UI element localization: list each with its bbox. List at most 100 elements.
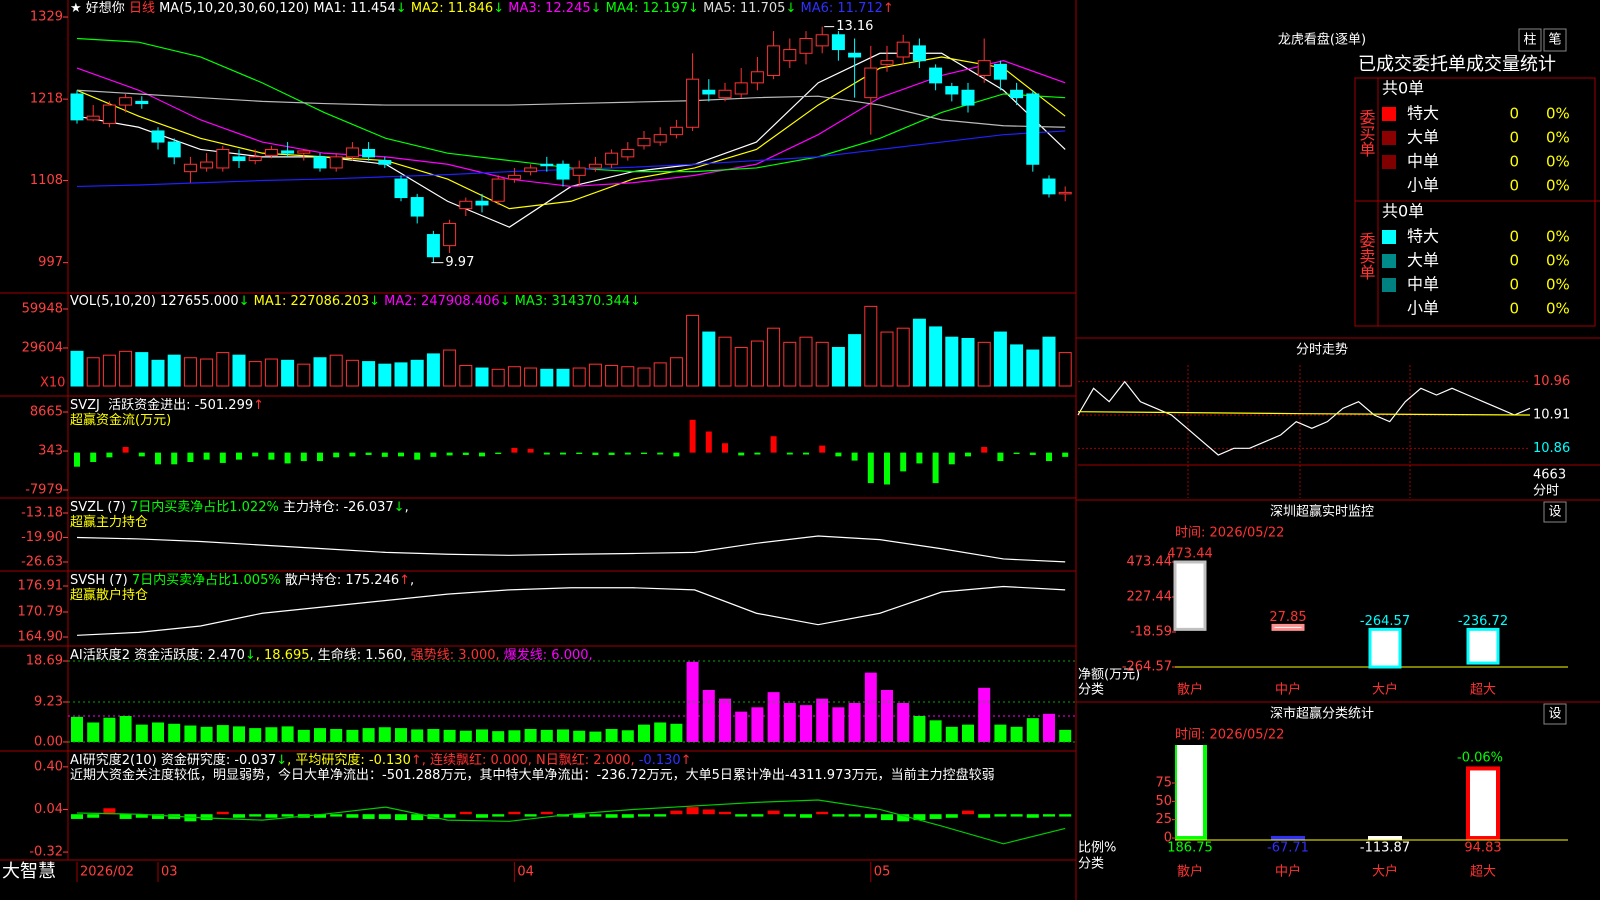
flow-bar	[171, 452, 178, 465]
volume-bar	[248, 361, 262, 387]
tick-button[interactable]: 笔	[1548, 32, 1561, 48]
candle-body	[410, 197, 424, 217]
activity-bar	[297, 729, 310, 742]
volume-bar	[86, 357, 100, 387]
flow-bar	[74, 452, 80, 467]
volume-bar	[750, 340, 764, 387]
flow-bar	[722, 443, 728, 453]
category-label: 散户	[1177, 682, 1203, 698]
flow-bar	[981, 447, 988, 453]
legend-part: ↓	[369, 294, 384, 309]
order-swatch	[1382, 107, 1396, 121]
legend-part: MA2: 247908.406	[384, 294, 499, 309]
flow-bar	[543, 452, 550, 455]
legend-part: , 18.695	[256, 648, 310, 663]
candle-body	[475, 200, 489, 206]
y-tick-label: 1218	[30, 92, 63, 107]
volume-bar	[313, 357, 327, 387]
button-frame[interactable]	[1543, 28, 1567, 52]
ma-line	[76, 56, 1066, 210]
order-total: 共0单	[1382, 79, 1424, 98]
button-frame[interactable]	[1543, 703, 1567, 725]
activity-bar	[978, 687, 991, 742]
y-tick-label: 227.44	[1127, 590, 1173, 605]
panel-legend: 超赢散户持仓	[70, 587, 148, 603]
flow-bar	[495, 452, 502, 455]
research-bar	[524, 814, 537, 817]
y-tick-label: 170.79	[18, 605, 64, 620]
candle-body	[426, 234, 440, 258]
candle-body	[929, 67, 943, 84]
date-label: 2026/02	[80, 865, 134, 880]
activity-bar	[443, 729, 456, 742]
y-tick-label: -13.18	[21, 505, 63, 520]
bar-button[interactable]: 柱	[1523, 33, 1536, 48]
candle-body	[1058, 191, 1072, 195]
button-frame[interactable]	[1543, 501, 1567, 523]
order-name: 大单	[1407, 128, 1439, 147]
volume-bar	[362, 361, 376, 387]
ma-line	[76, 130, 1066, 188]
research-bar	[330, 814, 343, 817]
y-tick-label: 8665	[30, 405, 63, 420]
legend-part: MA3: 12.245	[508, 1, 590, 16]
candle-body	[297, 150, 311, 154]
research-bar	[670, 810, 683, 815]
activity-bar	[476, 729, 488, 742]
order-name: 特大	[1407, 104, 1439, 123]
tiger-title: 龙虎看盘(逐单)	[1278, 32, 1366, 48]
flow-bar	[592, 452, 599, 455]
research-bar	[783, 814, 796, 817]
legend-part: ↓	[396, 1, 411, 16]
volume-bar	[1026, 349, 1040, 387]
legend-part: ↓	[239, 294, 254, 309]
flow-bar	[786, 452, 793, 455]
y-tick-label: -26.63	[21, 554, 63, 569]
legend-part: MA4: 12.197	[606, 1, 688, 16]
research-line	[76, 799, 1066, 845]
legend-part: 超赢资金流(万元)	[70, 412, 171, 428]
volume-bar	[378, 363, 392, 387]
candle-body	[605, 152, 619, 165]
research-bar	[411, 814, 424, 821]
research-bar	[87, 814, 100, 818]
flow-bar	[608, 452, 615, 455]
category-label: 超大	[1470, 683, 1496, 698]
activity-bar	[395, 728, 407, 742]
flow-bar	[624, 452, 631, 455]
volume-bar	[167, 354, 181, 387]
candle-body	[216, 148, 230, 169]
candle-body	[151, 130, 165, 143]
activity-bar	[783, 702, 796, 742]
settings-button[interactable]: 设	[1548, 505, 1561, 520]
candle-body	[232, 156, 246, 162]
volume-bar	[637, 367, 651, 387]
flow-bar	[948, 452, 955, 465]
stats-bars	[1175, 745, 1500, 840]
volume-bar	[864, 305, 878, 387]
legend-part: ↓	[688, 1, 703, 16]
panel-legend: 超赢资金流(万元)	[70, 412, 171, 428]
research-bar	[346, 814, 359, 818]
legend-part: ↑	[253, 398, 264, 413]
order-name: 小单	[1407, 299, 1439, 318]
button-frame[interactable]	[1518, 28, 1542, 52]
flow-bar	[527, 448, 534, 453]
candle-body	[556, 163, 570, 180]
settings-button[interactable]: 设	[1548, 707, 1561, 722]
research-bar	[492, 814, 505, 817]
ratio-label: 94.83	[1464, 841, 1501, 856]
research-bar	[864, 814, 877, 818]
legend-part: ,	[405, 500, 409, 515]
volume-bar	[345, 359, 359, 387]
flow-bar	[187, 452, 194, 462]
volume-bar	[459, 364, 473, 387]
activity-bar	[249, 728, 262, 742]
legend-part: ↑	[411, 753, 422, 768]
legend-part: MA5: 11.705	[703, 1, 785, 16]
candle-body	[281, 150, 295, 154]
volume-bar	[264, 358, 278, 387]
order-name: 中单	[1407, 275, 1439, 294]
monitor-cat-label: 分类	[1078, 683, 1104, 698]
